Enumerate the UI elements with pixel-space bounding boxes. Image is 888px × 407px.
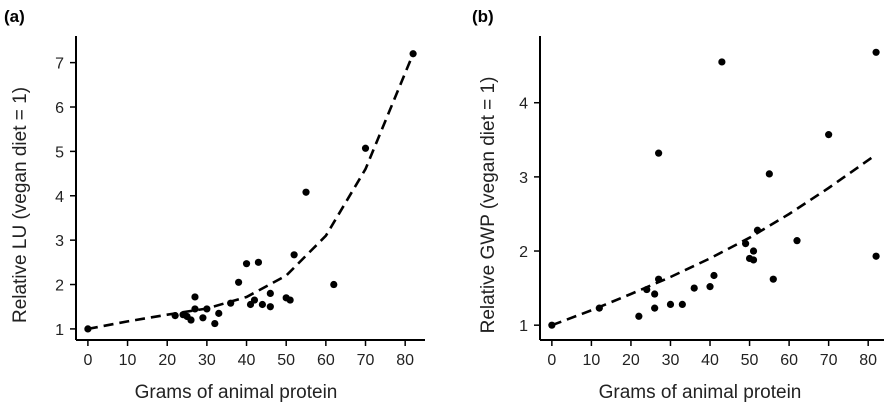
- x-tick-label: 10: [583, 352, 601, 369]
- x-tick-label: 60: [317, 352, 335, 369]
- y-tick-label: 2: [55, 278, 64, 295]
- data-point: [227, 299, 235, 307]
- data-point: [793, 237, 801, 245]
- panel-a-x-axis-title: Grams of animal protein: [135, 382, 338, 403]
- data-point: [361, 144, 370, 152]
- panel-b-x-axis-title: Grams of animal protein: [599, 382, 802, 403]
- data-point: [769, 275, 777, 283]
- data-point: [302, 188, 310, 196]
- data-point: [84, 325, 92, 333]
- panel-a-scatter-lu: (a) 0 10 20 30 40 50 60 70 80 1 2 3 4 5 6 7 Grams of an…: [4, 7, 425, 403]
- x-tick-label: 60: [780, 352, 798, 369]
- x-tick-label: 50: [741, 352, 759, 369]
- panel-b-y-axis-title: Relative GWP (vegan diet = 1): [478, 77, 499, 334]
- x-tick-label: 40: [701, 352, 719, 369]
- y-tick-label: 3: [55, 233, 64, 250]
- x-tick-label: 0: [83, 352, 92, 369]
- data-point: [749, 256, 758, 264]
- data-point: [242, 260, 251, 268]
- data-point: [749, 247, 758, 255]
- panel-b-scatter-gwp: (b) 0 10 20 30 40 50 60 70 80 1 2 3 4 Grams of anima…: [472, 7, 884, 403]
- data-point: [548, 321, 556, 329]
- x-tick-label: 50: [277, 352, 295, 369]
- data-point: [690, 284, 698, 292]
- data-point: [215, 309, 223, 317]
- data-point: [187, 316, 195, 324]
- data-point: [199, 314, 207, 322]
- x-tick-label: 80: [396, 352, 414, 369]
- fitted-trend-line: [551, 153, 877, 327]
- x-tick-label: 80: [859, 352, 877, 369]
- data-point: [211, 319, 219, 328]
- x-tick-label: 20: [622, 352, 640, 369]
- data-point: [718, 58, 726, 66]
- data-point: [250, 296, 259, 304]
- data-point: [706, 283, 714, 291]
- panel-b-label: (b): [472, 7, 494, 26]
- data-point: [825, 131, 833, 139]
- x-tick-label: 40: [238, 352, 256, 369]
- x-tick-label: 70: [820, 352, 838, 369]
- data-point: [258, 300, 266, 309]
- data-point: [595, 304, 603, 312]
- data-point: [655, 275, 663, 283]
- data-point: [266, 303, 274, 311]
- y-tick-label: 3: [519, 170, 528, 187]
- x-tick-label: 30: [662, 352, 680, 369]
- data-point: [171, 311, 179, 320]
- data-point: [651, 304, 659, 312]
- data-point: [635, 312, 643, 320]
- data-point: [191, 305, 199, 313]
- data-point: [330, 280, 338, 289]
- data-point: [742, 240, 750, 248]
- data-point: [203, 305, 211, 313]
- data-point: [235, 278, 243, 286]
- data-point: [266, 289, 274, 298]
- y-tick-label: 2: [519, 244, 528, 261]
- x-tick-label: 0: [547, 352, 556, 369]
- data-point: [643, 285, 651, 294]
- panel-b-plot-area: 0 10 20 30 40 50 60 70 80 1 2 3 4: [519, 36, 884, 369]
- fitted-trend-line: [87, 53, 415, 331]
- data-point: [765, 170, 773, 178]
- data-point: [254, 258, 263, 266]
- panel-a-label: (a): [4, 7, 25, 26]
- y-tick-label: 1: [55, 322, 64, 339]
- x-tick-label: 70: [357, 352, 375, 369]
- data-point: [191, 293, 199, 301]
- panel-a-plot-area: 0 10 20 30 40 50 60 70 80 1 2 3 4 5 6 7: [55, 36, 425, 369]
- data-point: [286, 296, 294, 304]
- y-tick-label: 6: [55, 100, 64, 117]
- data-point: [710, 271, 718, 280]
- y-tick-label: 1: [519, 318, 528, 335]
- y-tick-label: 7: [55, 56, 64, 73]
- data-point: [872, 252, 880, 260]
- data-point: [678, 300, 686, 309]
- y-tick-label: 4: [519, 96, 528, 113]
- x-tick-label: 20: [158, 352, 176, 369]
- y-tick-label: 5: [55, 144, 64, 161]
- data-point: [655, 149, 663, 157]
- data-point: [666, 300, 675, 309]
- data-point: [290, 251, 298, 259]
- data-point: [409, 50, 417, 58]
- data-point: [753, 226, 762, 234]
- y-tick-label: 4: [55, 189, 64, 206]
- x-tick-label: 10: [119, 352, 137, 369]
- panel-a-y-axis-title: Relative LU (vegan diet = 1): [10, 87, 31, 323]
- data-point: [872, 48, 880, 56]
- x-tick-label: 30: [198, 352, 216, 369]
- data-point: [651, 290, 659, 298]
